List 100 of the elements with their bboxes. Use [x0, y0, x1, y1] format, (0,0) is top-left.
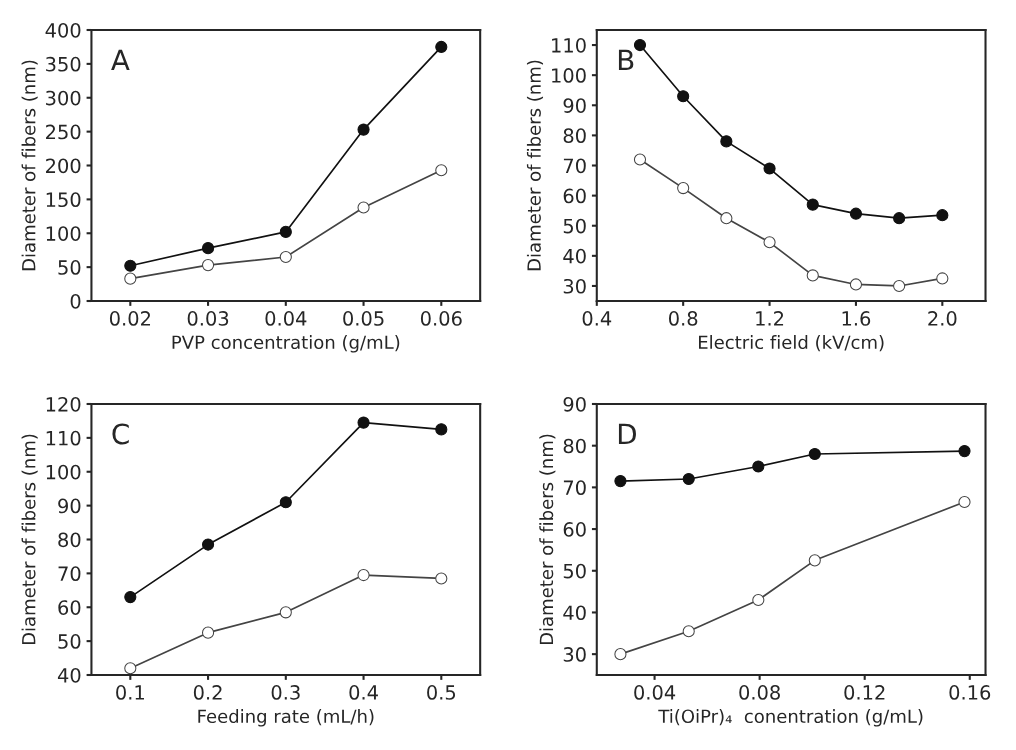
y-tick-label: 300 [46, 90, 81, 106]
point [633, 153, 647, 166]
y-axis-title: Diameter of fibers (nm) [21, 434, 38, 645]
point [677, 182, 690, 195]
y-tick-label: 80 [563, 128, 586, 144]
y-tick-label: 400 [45, 22, 81, 38]
point [752, 460, 765, 473]
point [201, 538, 215, 551]
point [201, 242, 215, 255]
x-axis-title: Ti(OiPr)₄ conentration (g/mL) [658, 709, 923, 727]
point [720, 135, 733, 148]
point [752, 593, 765, 607]
point [808, 447, 821, 461]
point [806, 198, 819, 211]
x-tick-label: 0.04 [634, 685, 676, 700]
point [936, 272, 949, 285]
point [357, 123, 370, 136]
x-tick-label: 1.2 [756, 311, 784, 326]
x-tick-label: 1.6 [842, 311, 871, 326]
point [720, 212, 733, 225]
point [435, 40, 448, 54]
x-tick-label: 0.3 [271, 685, 300, 700]
y-tick-label: 90 [563, 396, 586, 412]
y-tick-label: 100 [552, 68, 586, 83]
point [682, 472, 695, 486]
y-tick-label: 50 [563, 563, 586, 579]
y-tick-label: 80 [563, 438, 586, 454]
annotation: D [618, 423, 636, 445]
x-axis-title: Electric field (kV/cm) [699, 335, 884, 352]
point [279, 225, 292, 238]
y-tick-label: 250 [46, 124, 81, 140]
point [435, 423, 448, 436]
x-tick-label: 0.02 [109, 311, 151, 326]
y-tick-label: 150 [46, 192, 81, 208]
y-tick-label: 30 [563, 278, 586, 294]
point [682, 625, 695, 638]
y-axis-title: Diameter of fibers (nm) [526, 60, 544, 271]
point [677, 90, 690, 103]
y-tick-label: 100 [46, 226, 81, 241]
y-tick-label: 40 [563, 605, 586, 621]
y-tick-label: 120 [46, 396, 81, 412]
point [958, 495, 971, 509]
y-tick-label: 30 [563, 647, 586, 662]
point [201, 626, 215, 639]
y-tick-label: 50 [58, 260, 81, 275]
y-tick-label: 90 [58, 498, 81, 514]
x-tick-label: 0.08 [739, 685, 780, 700]
y-tick-label: 70 [58, 566, 81, 582]
x-tick-label: 0.4 [349, 685, 378, 700]
point [201, 259, 215, 272]
point [614, 648, 627, 661]
point [357, 201, 370, 214]
y-tick-label: 0 [70, 293, 81, 309]
point [357, 568, 370, 582]
y-tick-label: 100 [46, 464, 81, 480]
y-tick-label: 70 [563, 480, 586, 496]
x-tick-label: 0.06 [420, 311, 462, 326]
x-tick-label: 2.0 [928, 311, 957, 326]
x-axis-title: Feeding rate (mL/h) [198, 709, 374, 727]
y-tick-label: 50 [58, 634, 81, 649]
point [806, 269, 819, 282]
x-tick-label: 0.04 [265, 311, 307, 326]
x-tick-label: 0.4 [582, 311, 612, 326]
point [279, 250, 292, 264]
x-axis-title: PVP concentration (g/mL) [172, 335, 400, 353]
y-tick-label: 200 [46, 158, 81, 174]
x-tick-label: 0.16 [949, 685, 991, 700]
point [763, 162, 776, 175]
y-axis-title: Diameter of fibers (nm) [21, 60, 38, 271]
y-tick-label: 60 [563, 188, 586, 204]
point [849, 207, 863, 220]
annotation: B [618, 49, 634, 71]
point [435, 164, 448, 177]
x-tick-label: 0.5 [427, 685, 456, 700]
point [124, 591, 137, 604]
x-tick-label: 0.2 [193, 685, 222, 700]
y-tick-label: 60 [563, 522, 586, 537]
y-tick-label: 80 [58, 532, 81, 548]
point [893, 279, 906, 293]
x-tick-label: 0.12 [844, 685, 885, 700]
y-tick-label: 70 [563, 158, 586, 174]
y-tick-label: 40 [563, 248, 586, 264]
annotation: C [112, 423, 129, 445]
point [124, 662, 137, 675]
point [633, 38, 647, 52]
point [893, 212, 906, 225]
y-axis-title: Diameter of fibers (nm) [539, 434, 556, 645]
y-tick-label: 110 [552, 38, 586, 53]
x-tick-label: 0.05 [343, 311, 384, 326]
point [279, 496, 292, 509]
point [763, 236, 776, 249]
point [124, 259, 137, 272]
point [435, 572, 448, 585]
x-tick-label: 0.1 [116, 685, 144, 700]
y-tick-label: 110 [46, 430, 81, 446]
point [936, 209, 949, 222]
y-tick-label: 40 [57, 667, 81, 683]
point [958, 445, 971, 458]
point [808, 554, 821, 567]
point [357, 416, 370, 429]
